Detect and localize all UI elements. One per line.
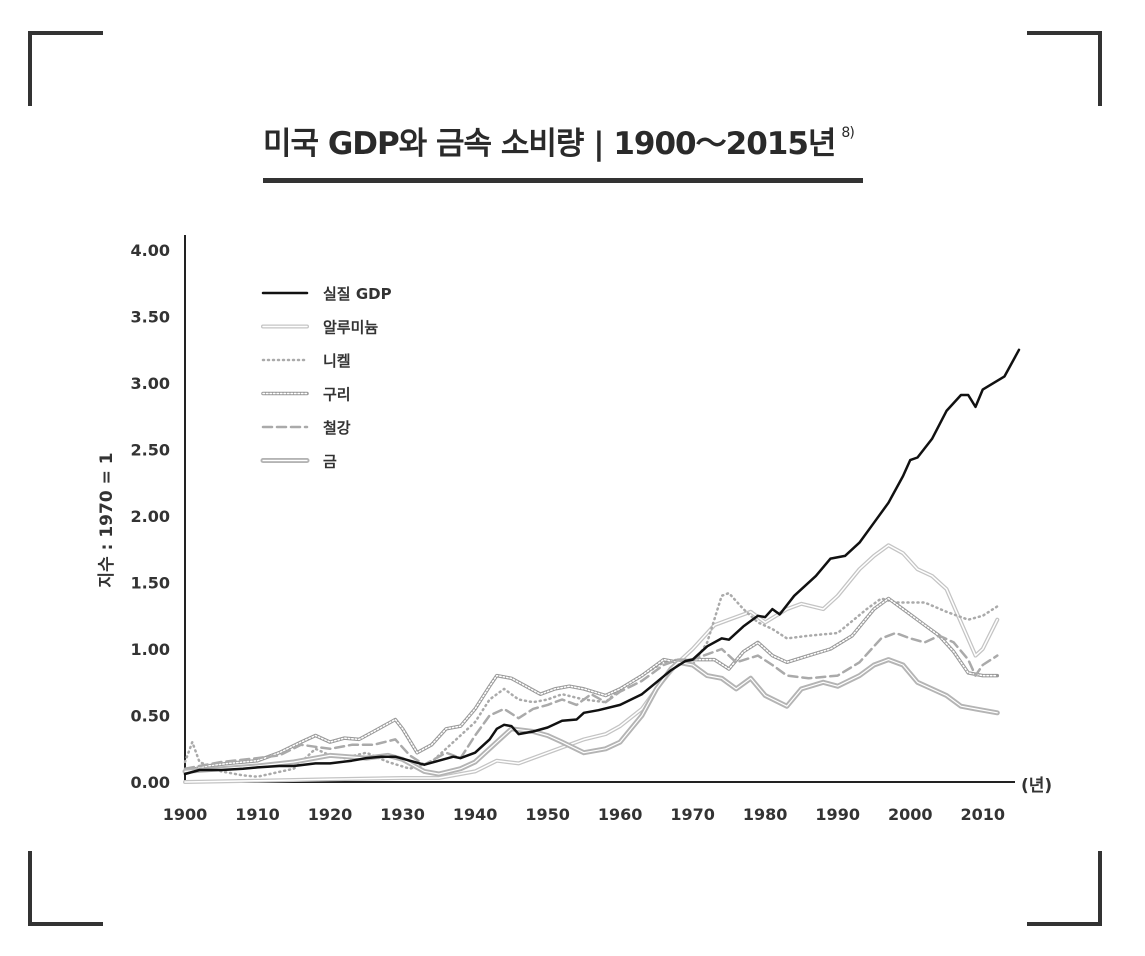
y-tick-label: 1.50 [131,574,170,593]
x-tick-label: 2010 [960,805,1005,824]
x-tick-label: 1980 [743,805,788,824]
y-tick-label: 3.50 [131,308,170,327]
chart-title-text: 미국 GDP와 금속 소비량 | 1900～2015년 [263,126,836,162]
legend-label: 금 [323,453,337,471]
x-tick-label: 2000 [888,805,933,824]
crop-mark-bottom-left [28,851,103,926]
x-axis-label: (년) [1021,776,1052,796]
x-tick-label: 1960 [598,805,643,824]
series-line-4 [183,631,999,770]
crop-mark-top-right [1027,31,1102,106]
chart-header: 미국 GDP와 금속 소비량 | 1900～2015년 8) [263,108,863,188]
y-tick-label: 0.00 [131,773,170,792]
series-line-1-inner [184,544,999,783]
x-tick-label: 1920 [308,805,353,824]
y-tick-labels: 0.00 0.50 1.00 1.50 2.00 2.50 3.00 3.50 4.00 [131,241,170,792]
y-tick-label: 0.50 [131,707,170,726]
y-tick-label: 3.00 [131,374,170,393]
series-lines [182,348,1021,784]
x-tick-label: 1940 [453,805,498,824]
crop-mark-top-left [28,31,103,106]
x-tick-label: 1950 [525,805,570,824]
series-line-5-inner [184,659,998,775]
y-axis-label: 지수 : 1970 = 1 [97,452,117,587]
crop-mark-bottom-right [1027,851,1102,926]
x-tick-label: 1990 [815,805,860,824]
legend-label: 철강 [323,419,351,437]
series-line-5 [182,657,1000,777]
legend-label: 실질 GDP [323,285,392,303]
axes [184,235,1015,783]
x-tick-label: 1900 [163,805,208,824]
footnote-marker: 8) [841,124,854,141]
series-line-3-inner [184,597,999,773]
chart-title: 미국 GDP와 금속 소비량 | 1900～2015년 8) [263,118,855,163]
series-line-0 [183,348,1021,776]
x-tick-label: 1930 [380,805,425,824]
x-tick-label: 1910 [235,805,280,824]
title-underline [263,178,863,183]
y-tick-label: 1.00 [131,640,170,659]
legend-label: 구리 [323,386,351,404]
series-line-2 [183,591,999,778]
legend-label: 알루미늄 [323,319,378,337]
y-tick-label: 4.00 [131,241,170,260]
x-tick-label: 1970 [670,805,715,824]
x-tick-labels: 1900 1910 1920 1930 1940 1950 1960 1970 1980 1990… [163,805,1005,824]
y-tick-label: 2.50 [131,441,170,460]
y-tick-label: 2.00 [131,507,170,526]
legend-label: 니켈 [323,352,351,370]
